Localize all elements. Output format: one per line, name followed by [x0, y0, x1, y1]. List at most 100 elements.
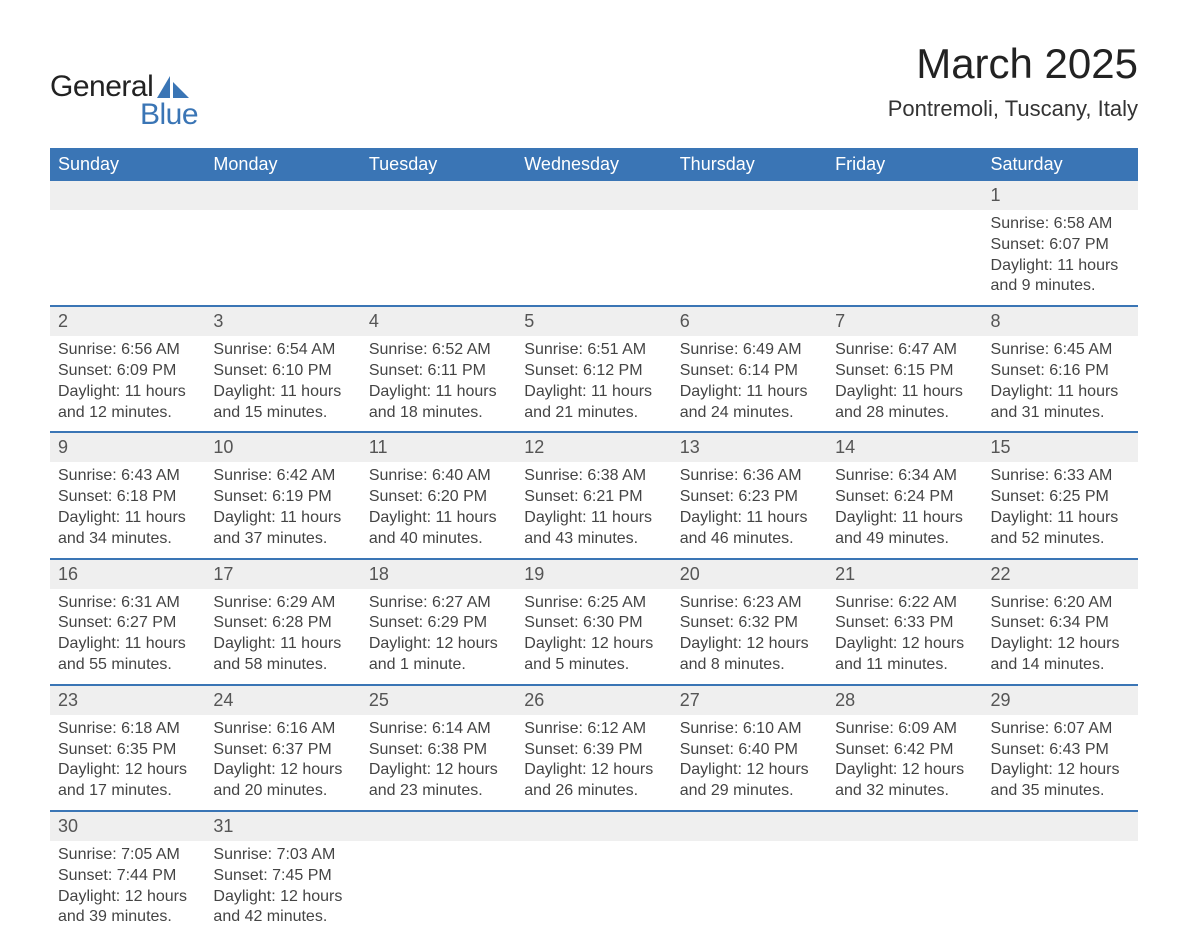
- day-number: 4: [369, 311, 379, 331]
- day-day2-text: and 32 minutes.: [835, 781, 974, 802]
- day-sunset-text: Sunset: 6:38 PM: [369, 740, 508, 761]
- day-number-cell: 22: [983, 559, 1138, 589]
- day-content-cell: Sunrise: 7:05 AMSunset: 7:44 PMDaylight:…: [50, 841, 205, 936]
- day-day2-text: and 15 minutes.: [213, 403, 352, 424]
- day-sunset-text: Sunset: 6:37 PM: [213, 740, 352, 761]
- day-number-cell: [516, 811, 671, 841]
- day-sunset-text: Sunset: 6:33 PM: [835, 613, 974, 634]
- day-sunset-text: Sunset: 6:20 PM: [369, 487, 508, 508]
- day-sunrise-text: Sunrise: 6:47 AM: [835, 340, 974, 361]
- day-content-cell: Sunrise: 6:34 AMSunset: 6:24 PMDaylight:…: [827, 462, 982, 558]
- day-number: 9: [58, 437, 68, 457]
- day-day2-text: and 37 minutes.: [213, 529, 352, 550]
- day-day2-text: and 8 minutes.: [680, 655, 819, 676]
- day-number-cell: 8: [983, 306, 1138, 336]
- day-number: 8: [991, 311, 1001, 331]
- day-day1-text: Daylight: 11 hours: [369, 382, 508, 403]
- day-content-cell: Sunrise: 6:54 AMSunset: 6:10 PMDaylight:…: [205, 336, 360, 432]
- day-sunrise-text: Sunrise: 6:38 AM: [524, 466, 663, 487]
- day-number-cell: 21: [827, 559, 982, 589]
- day-day2-text: and 11 minutes.: [835, 655, 974, 676]
- day-day1-text: Daylight: 12 hours: [991, 634, 1130, 655]
- day-number: 26: [524, 690, 544, 710]
- day-day1-text: Daylight: 11 hours: [835, 382, 974, 403]
- day-day2-text: and 28 minutes.: [835, 403, 974, 424]
- day-sunrise-text: Sunrise: 6:25 AM: [524, 593, 663, 614]
- day-number-row: 3031: [50, 811, 1138, 841]
- day-day2-text: and 12 minutes.: [58, 403, 197, 424]
- day-number: 25: [369, 690, 389, 710]
- day-number: 22: [991, 564, 1011, 584]
- day-sunset-text: Sunset: 6:43 PM: [991, 740, 1130, 761]
- day-content-cell: Sunrise: 6:51 AMSunset: 6:12 PMDaylight:…: [516, 336, 671, 432]
- day-content-cell: Sunrise: 6:10 AMSunset: 6:40 PMDaylight:…: [672, 715, 827, 811]
- day-sunrise-text: Sunrise: 6:45 AM: [991, 340, 1130, 361]
- day-sunset-text: Sunset: 6:16 PM: [991, 361, 1130, 382]
- day-number-cell: 2: [50, 306, 205, 336]
- day-day1-text: Daylight: 11 hours: [524, 382, 663, 403]
- day-day2-text: and 35 minutes.: [991, 781, 1130, 802]
- day-number-cell: 19: [516, 559, 671, 589]
- day-day2-text: and 5 minutes.: [524, 655, 663, 676]
- day-number-cell: 18: [361, 559, 516, 589]
- day-day1-text: Daylight: 12 hours: [58, 887, 197, 908]
- day-day2-text: and 21 minutes.: [524, 403, 663, 424]
- weekday-header: Friday: [827, 148, 982, 181]
- day-sunset-text: Sunset: 6:35 PM: [58, 740, 197, 761]
- day-sunrise-text: Sunrise: 7:05 AM: [58, 845, 197, 866]
- day-sunrise-text: Sunrise: 6:31 AM: [58, 593, 197, 614]
- day-day2-text: and 55 minutes.: [58, 655, 197, 676]
- day-day1-text: Daylight: 11 hours: [213, 382, 352, 403]
- day-day2-text: and 24 minutes.: [680, 403, 819, 424]
- day-number-cell: 27: [672, 685, 827, 715]
- day-day2-text: and 46 minutes.: [680, 529, 819, 550]
- day-day1-text: Daylight: 12 hours: [213, 887, 352, 908]
- day-sunset-text: Sunset: 6:07 PM: [991, 235, 1130, 256]
- day-content-cell: Sunrise: 6:23 AMSunset: 6:32 PMDaylight:…: [672, 589, 827, 685]
- day-number-cell: 9: [50, 432, 205, 462]
- day-number: 13: [680, 437, 700, 457]
- day-day1-text: Daylight: 11 hours: [991, 508, 1130, 529]
- brand-text-blue: Blue: [140, 98, 198, 132]
- day-content-cell: [361, 210, 516, 306]
- day-number-cell: 14: [827, 432, 982, 462]
- day-sunset-text: Sunset: 6:24 PM: [835, 487, 974, 508]
- weekday-header: Monday: [205, 148, 360, 181]
- page-header: General Blue March 2025 Pontremoli, Tusc…: [50, 40, 1138, 132]
- day-day2-text: and 17 minutes.: [58, 781, 197, 802]
- day-day1-text: Daylight: 11 hours: [680, 508, 819, 529]
- day-number-cell: 25: [361, 685, 516, 715]
- day-sunset-text: Sunset: 6:11 PM: [369, 361, 508, 382]
- day-number-row: 1: [50, 181, 1138, 210]
- day-sunrise-text: Sunrise: 6:29 AM: [213, 593, 352, 614]
- day-content-cell: [516, 841, 671, 936]
- day-day1-text: Daylight: 11 hours: [991, 256, 1130, 277]
- day-content-cell: [516, 210, 671, 306]
- day-sunrise-text: Sunrise: 6:52 AM: [369, 340, 508, 361]
- day-sunrise-text: Sunrise: 6:09 AM: [835, 719, 974, 740]
- day-day2-text: and 29 minutes.: [680, 781, 819, 802]
- day-sunset-text: Sunset: 6:27 PM: [58, 613, 197, 634]
- day-sunset-text: Sunset: 6:42 PM: [835, 740, 974, 761]
- day-number-cell: 13: [672, 432, 827, 462]
- day-day1-text: Daylight: 12 hours: [991, 760, 1130, 781]
- day-sunrise-text: Sunrise: 6:34 AM: [835, 466, 974, 487]
- day-content-cell: [50, 210, 205, 306]
- day-day2-text: and 26 minutes.: [524, 781, 663, 802]
- day-content-cell: Sunrise: 6:42 AMSunset: 6:19 PMDaylight:…: [205, 462, 360, 558]
- day-number-row: 16171819202122: [50, 559, 1138, 589]
- day-number-cell: 20: [672, 559, 827, 589]
- day-day2-text: and 18 minutes.: [369, 403, 508, 424]
- day-number-cell: 17: [205, 559, 360, 589]
- title-block: March 2025 Pontremoli, Tuscany, Italy: [888, 40, 1138, 122]
- day-content-cell: Sunrise: 6:38 AMSunset: 6:21 PMDaylight:…: [516, 462, 671, 558]
- day-number-cell: [50, 181, 205, 210]
- day-number-cell: 29: [983, 685, 1138, 715]
- day-sunrise-text: Sunrise: 6:07 AM: [991, 719, 1130, 740]
- day-number: 24: [213, 690, 233, 710]
- day-content-cell: Sunrise: 6:49 AMSunset: 6:14 PMDaylight:…: [672, 336, 827, 432]
- day-number-cell: 31: [205, 811, 360, 841]
- day-sunrise-text: Sunrise: 6:58 AM: [991, 214, 1130, 235]
- day-day2-text: and 23 minutes.: [369, 781, 508, 802]
- day-sunset-text: Sunset: 6:10 PM: [213, 361, 352, 382]
